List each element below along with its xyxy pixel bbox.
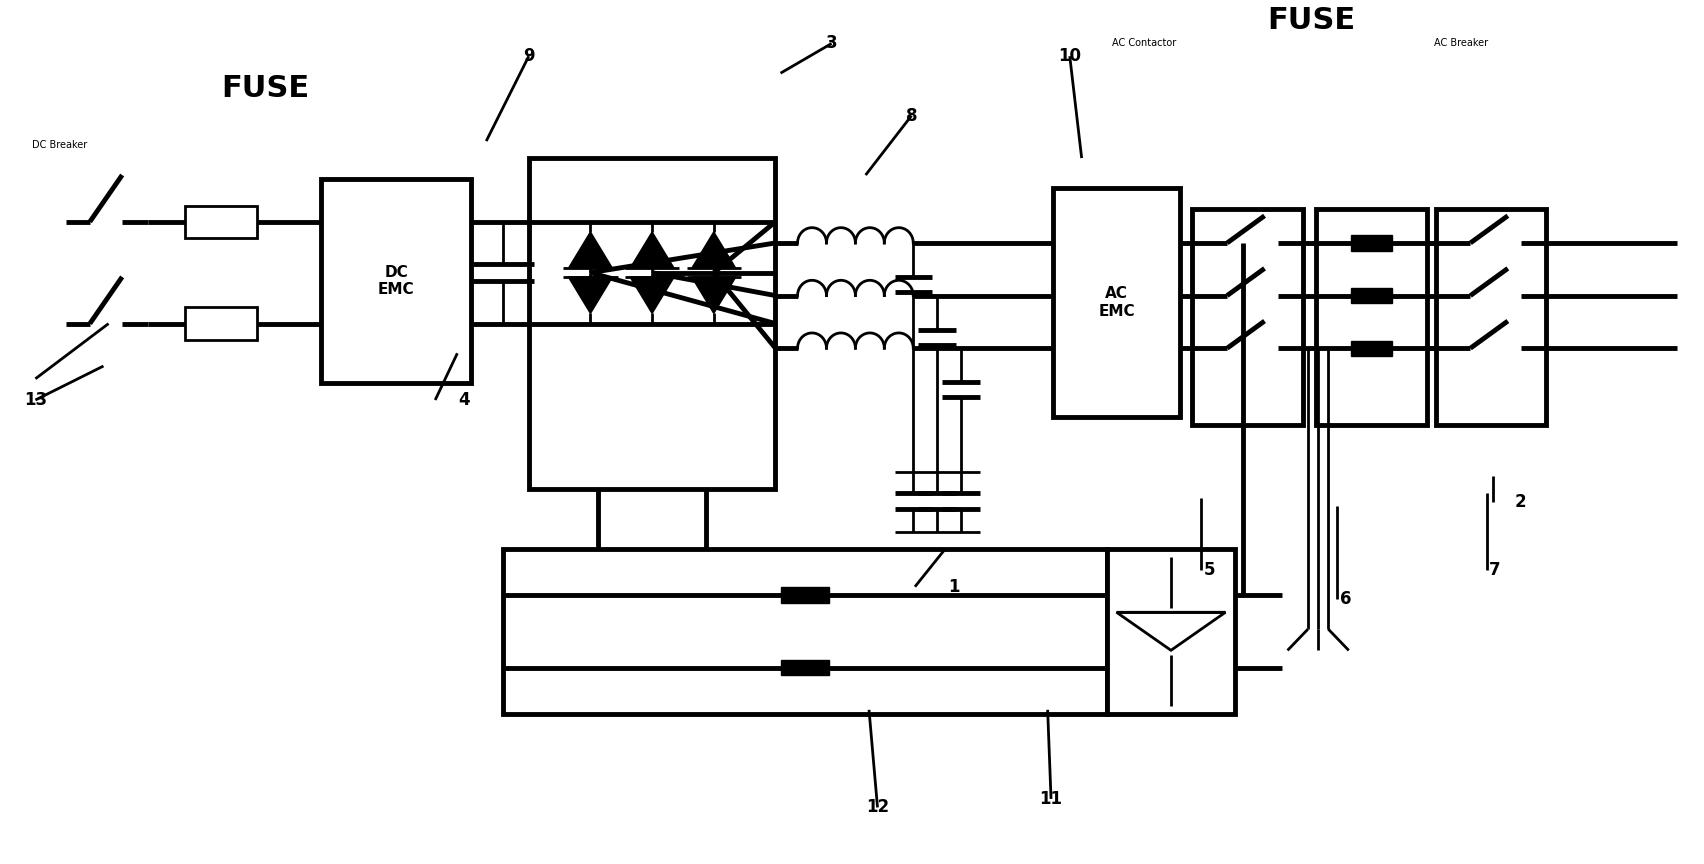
Text: 12: 12	[866, 798, 889, 816]
Text: 2: 2	[1515, 492, 1527, 511]
Text: 10: 10	[1058, 48, 1082, 65]
Bar	[186, 308, 257, 340]
Polygon shape	[569, 276, 612, 314]
Text: 9: 9	[523, 48, 535, 65]
Polygon shape	[630, 232, 675, 269]
Bar	[503, 549, 1108, 714]
Bar	[1053, 187, 1181, 417]
Polygon shape	[692, 232, 736, 269]
Bar	[1317, 209, 1426, 425]
Bar	[782, 588, 830, 602]
Text: 3: 3	[826, 35, 837, 53]
Bar	[1108, 549, 1235, 714]
Bar	[1193, 209, 1304, 425]
Bar	[782, 660, 830, 676]
Text: 4: 4	[458, 391, 470, 409]
Text: DC Breaker: DC Breaker	[32, 140, 87, 150]
Bar	[528, 158, 775, 489]
Text: AC Contactor: AC Contactor	[1113, 38, 1177, 48]
Text: FUSE: FUSE	[222, 74, 308, 103]
Bar	[322, 180, 470, 383]
Text: 7: 7	[1489, 561, 1501, 579]
Text: AC Breaker: AC Breaker	[1435, 38, 1488, 48]
Bar	[186, 206, 257, 238]
Text: 11: 11	[1039, 790, 1063, 808]
Bar	[1351, 340, 1392, 356]
Polygon shape	[692, 276, 736, 314]
Bar	[1351, 288, 1392, 303]
Polygon shape	[569, 232, 612, 269]
Text: 6: 6	[1339, 590, 1351, 608]
Text: 5: 5	[1203, 561, 1215, 579]
Bar	[1435, 209, 1546, 425]
Text: 13: 13	[24, 391, 48, 409]
Polygon shape	[630, 276, 675, 314]
Text: 8: 8	[907, 106, 917, 124]
Text: AC
EMC: AC EMC	[1097, 286, 1135, 319]
Bar	[1351, 235, 1392, 251]
Text: 1: 1	[949, 578, 959, 596]
Text: FUSE: FUSE	[1268, 6, 1355, 35]
Text: DC
EMC: DC EMC	[378, 265, 414, 297]
